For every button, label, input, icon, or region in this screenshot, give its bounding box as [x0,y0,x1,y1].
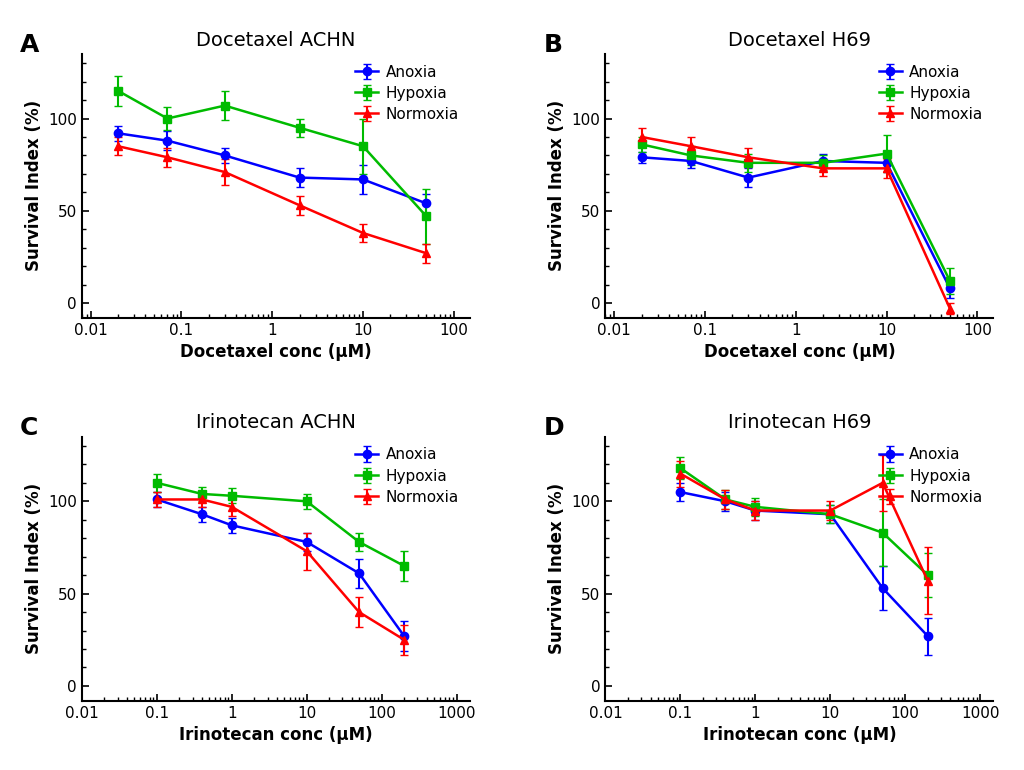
Title: Docetaxel ACHN: Docetaxel ACHN [197,31,355,49]
Legend: Anoxia, Hypoxia, Normoxia: Anoxia, Hypoxia, Normoxia [352,444,462,507]
Legend: Anoxia, Hypoxia, Normoxia: Anoxia, Hypoxia, Normoxia [876,62,986,125]
X-axis label: Irinotecan conc (μM): Irinotecan conc (μM) [179,726,373,744]
Y-axis label: Survival Index (%): Survival Index (%) [25,483,43,654]
Legend: Anoxia, Hypoxia, Normoxia: Anoxia, Hypoxia, Normoxia [876,444,986,507]
X-axis label: Docetaxel conc (μM): Docetaxel conc (μM) [180,343,372,361]
Title: Docetaxel H69: Docetaxel H69 [728,31,870,49]
Y-axis label: Survival Index (%): Survival Index (%) [548,483,566,654]
X-axis label: Irinotecan conc (μM): Irinotecan conc (μM) [702,726,896,744]
Y-axis label: Survival Index (%): Survival Index (%) [548,100,566,272]
Text: B: B [544,33,562,57]
Title: Irinotecan H69: Irinotecan H69 [728,413,871,433]
Y-axis label: Survival Index (%): Survival Index (%) [25,100,43,272]
Text: A: A [19,33,39,57]
X-axis label: Docetaxel conc (μM): Docetaxel conc (μM) [703,343,895,361]
Text: D: D [544,416,564,440]
Text: C: C [19,416,38,440]
Legend: Anoxia, Hypoxia, Normoxia: Anoxia, Hypoxia, Normoxia [352,62,462,125]
Title: Irinotecan ACHN: Irinotecan ACHN [196,413,355,433]
